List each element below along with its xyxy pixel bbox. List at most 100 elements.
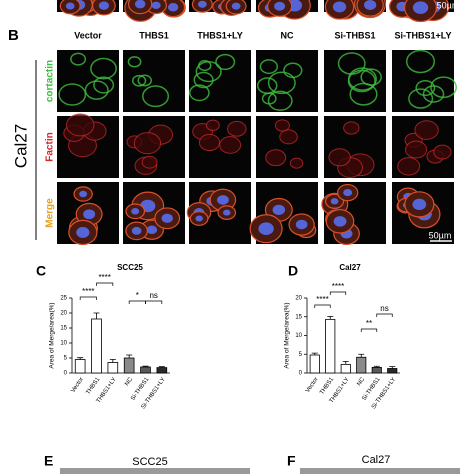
column-label: Vector <box>74 30 102 40</box>
cell <box>197 60 212 72</box>
nucleus <box>134 0 146 9</box>
nucleus <box>333 216 347 227</box>
cell <box>256 77 278 94</box>
error-bar <box>93 312 100 319</box>
bar <box>123 357 135 374</box>
significance-label: **** <box>316 295 328 304</box>
error-bar <box>327 315 334 320</box>
row-label: Factin <box>45 132 56 161</box>
x-tick-label: NC <box>356 376 366 387</box>
y-tick-label: 20 <box>60 311 67 317</box>
bar <box>107 362 119 374</box>
error-bar <box>158 366 165 368</box>
error-bar <box>358 353 365 358</box>
nucleus <box>161 213 173 223</box>
micrograph <box>188 50 251 112</box>
y-tick-label: 25 <box>60 296 67 302</box>
y-tick-label: 20 <box>295 296 302 302</box>
cell <box>267 90 293 111</box>
cell <box>265 149 287 167</box>
cell <box>70 52 87 66</box>
bar <box>140 366 151 374</box>
y-tick-label: 5 <box>64 356 68 362</box>
y-tick-label: 5 <box>299 352 303 358</box>
y-axis-label: Area of Merge/area(%) <box>284 302 291 368</box>
panel-title: SCC25 <box>132 456 167 468</box>
error-bar <box>342 360 349 365</box>
cell <box>349 82 378 106</box>
row-label: Merge <box>45 198 56 228</box>
cell <box>58 83 87 106</box>
micrograph <box>123 0 186 22</box>
panel-label: E <box>44 453 53 469</box>
error-bar <box>109 359 116 363</box>
nucleus <box>151 1 161 10</box>
nucleus <box>167 3 179 12</box>
micrograph <box>57 113 119 178</box>
nucleus <box>274 1 286 11</box>
cell <box>343 121 360 135</box>
micrograph <box>389 0 454 23</box>
micrograph <box>123 50 185 112</box>
chart-title: SCC25 <box>117 263 143 272</box>
scale-bar-label: 50µm <box>429 230 452 240</box>
y-tick-label: 10 <box>60 341 67 347</box>
cell <box>141 155 158 169</box>
micrograph <box>392 116 454 178</box>
y-axis-label: Area of Merge/area(%) <box>49 302 56 368</box>
cell <box>397 157 421 176</box>
bar <box>91 318 102 374</box>
significance-label: ns <box>149 291 157 300</box>
cell <box>433 144 452 160</box>
bar <box>340 363 351 374</box>
cell <box>198 133 221 152</box>
cell <box>193 71 214 89</box>
nucleus <box>65 2 75 10</box>
nucleus <box>83 209 96 220</box>
nucleus <box>295 219 308 230</box>
micrograph <box>57 50 119 112</box>
panel-label: C <box>36 263 46 279</box>
significance-bracket <box>96 282 114 286</box>
cell <box>131 74 147 87</box>
cell <box>227 120 247 137</box>
micrograph <box>189 0 251 16</box>
error-bar <box>389 366 396 369</box>
nucleus <box>76 227 90 238</box>
micrograph <box>392 182 454 244</box>
cell <box>415 79 436 97</box>
cell <box>408 88 434 109</box>
nucleus <box>272 204 286 216</box>
significance-label: **** <box>332 282 344 291</box>
significance-bracket <box>376 313 393 317</box>
cell <box>93 76 115 94</box>
nucleus <box>131 226 142 235</box>
micrograph <box>123 116 185 178</box>
significance-bracket <box>128 300 146 304</box>
cell <box>422 85 445 103</box>
error-bar <box>311 352 318 355</box>
nucleus <box>343 188 353 197</box>
cell <box>133 132 162 155</box>
cell <box>205 119 220 131</box>
micrograph-bg <box>189 50 251 112</box>
x-tick-label: THBS1 <box>85 376 101 396</box>
significance-label: **** <box>82 287 94 296</box>
micrograph <box>392 49 457 112</box>
column-label: Si-THBS1+LY <box>395 30 452 40</box>
micrograph <box>123 182 185 244</box>
cell <box>90 57 117 80</box>
nucleus <box>364 0 377 11</box>
significance-bracket <box>329 291 347 295</box>
significance-bracket <box>145 300 163 304</box>
y-tick-label: 0 <box>64 371 68 377</box>
cell <box>405 49 436 74</box>
micrograph <box>300 468 460 474</box>
significance-label: ns <box>380 304 388 313</box>
y-tick-label: 15 <box>295 314 302 320</box>
y-tick-label: 0 <box>299 371 303 377</box>
column-label: NC <box>281 30 294 40</box>
row-label: cortactin <box>45 60 56 102</box>
error-bar <box>373 365 380 368</box>
nucleus <box>131 208 140 215</box>
